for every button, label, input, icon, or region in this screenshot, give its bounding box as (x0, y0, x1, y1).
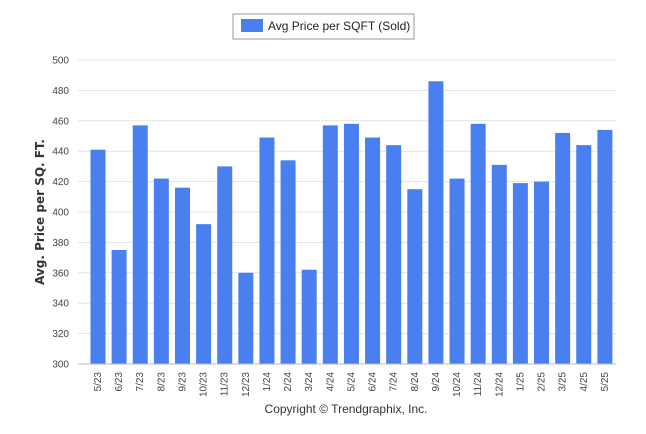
x-tick-label: 4/24 (325, 372, 336, 392)
bar (301, 269, 317, 364)
x-tick-label: 1/25 (515, 372, 526, 392)
x-tick-label: 11/24 (473, 372, 484, 397)
x-tick-label: 2/25 (537, 372, 548, 392)
copyright-text: Copyright © Trendgraphix, Inc. (265, 402, 428, 416)
bar (534, 181, 550, 364)
x-tick-label: 6/23 (114, 372, 125, 392)
legend-box (232, 13, 415, 40)
bar (470, 123, 486, 364)
x-tick-label: 10/24 (452, 372, 463, 397)
bar (153, 178, 169, 364)
bar (132, 125, 148, 364)
y-axis-ticks: 300 320 340 360 380 400 420 440 460 480 500 (52, 56, 69, 371)
x-tick-label: 10/23 (199, 372, 210, 397)
bar (386, 145, 402, 364)
x-tick-label: 2/24 (283, 372, 294, 392)
x-tick-label: 12/23 (241, 372, 252, 397)
bar (90, 149, 106, 364)
x-tick-label: 9/24 (431, 372, 442, 392)
y-tick-label: 300 (52, 360, 69, 371)
x-tick-label: 7/24 (389, 372, 400, 392)
y-tick-label: 500 (52, 56, 69, 67)
x-tick-label: 5/24 (346, 372, 357, 392)
bar (428, 81, 444, 364)
y-tick-label: 480 (52, 86, 69, 97)
legend: Avg Price per SQFT (Sold) (232, 13, 415, 40)
bar (491, 164, 507, 364)
bar (449, 178, 465, 364)
x-tick-label: 6/24 (368, 372, 379, 392)
bar (217, 166, 233, 364)
x-tick-label: 8/23 (156, 372, 167, 392)
bar (343, 123, 359, 364)
bar-series (90, 81, 613, 364)
y-tick-label: 440 (52, 147, 69, 158)
x-tick-label: 9/23 (177, 372, 188, 392)
x-tick-label: 11/23 (220, 372, 231, 397)
x-tick-label: 5/25 (600, 372, 611, 392)
y-axis-title: Avg. Price per SQ. FT. (33, 139, 47, 285)
bar (196, 224, 212, 364)
x-tick-label: 1/24 (262, 372, 273, 392)
bar (111, 250, 127, 364)
bar (576, 145, 592, 364)
y-tick-label: 460 (52, 116, 69, 127)
legend-swatch (241, 19, 263, 32)
x-tick-label: 8/24 (410, 372, 421, 392)
bar (597, 129, 613, 364)
bar (512, 183, 528, 364)
bar (555, 132, 571, 364)
y-tick-label: 400 (52, 208, 69, 219)
legend-label: Avg Price per SQFT (Sold) (268, 19, 410, 33)
y-tick-label: 340 (52, 299, 69, 310)
bar (280, 160, 296, 364)
x-tick-label: 12/24 (494, 372, 505, 397)
y-tick-label: 380 (52, 238, 69, 249)
x-axis-ticks: 5/23 6/23 7/23 8/23 9/23 10/23 11/23 12/23 1/24 2… (93, 372, 611, 397)
x-tick-label: 3/24 (304, 372, 315, 392)
x-tick-label: 3/25 (558, 372, 569, 392)
bar (238, 272, 254, 364)
x-tick-label: 4/25 (579, 372, 590, 392)
bar (174, 187, 190, 364)
x-tick-label: 7/23 (135, 372, 146, 392)
bar (407, 189, 423, 364)
bar (365, 137, 381, 364)
bar (322, 125, 338, 364)
y-tick-label: 360 (52, 268, 69, 279)
x-tick-label: 5/23 (93, 372, 104, 392)
y-tick-label: 320 (52, 329, 69, 340)
bar (259, 137, 275, 364)
y-tick-label: 420 (52, 177, 69, 188)
